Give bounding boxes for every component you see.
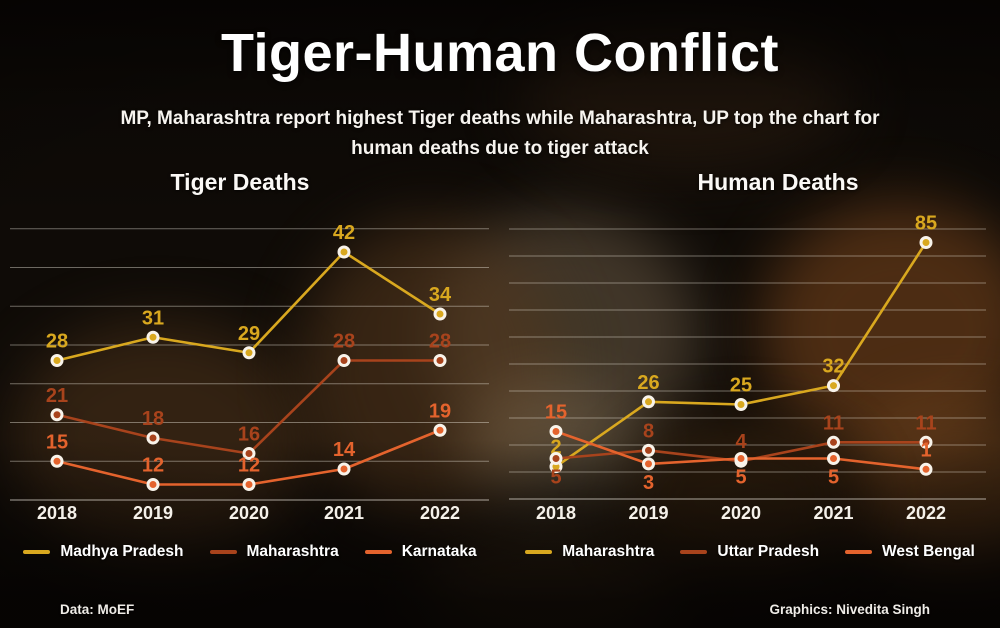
legend-label: West Bengal [882,543,975,560]
data-point [50,408,64,422]
value-label: 28 [46,331,68,353]
value-label: 11 [915,412,936,434]
data-point [146,431,160,445]
year-label: 2019 [133,503,173,523]
legend-label: Maharashtra [246,543,339,560]
legend-label: Madhya Pradesh [60,543,184,560]
data-point [919,462,933,476]
data-point [549,452,563,465]
legend-swatch [525,550,553,554]
value-label: 15 [46,431,68,453]
value-label: 28 [333,331,355,353]
data-point [146,478,160,491]
value-label: 19 [429,400,451,422]
value-label: 42 [333,222,355,244]
data-point [734,398,748,411]
value-label: 3 [643,472,654,494]
data-point [337,462,351,476]
legend-swatch [209,550,237,554]
year-label: 2019 [628,503,668,523]
legend-label: Uttar Pradesh [717,543,820,560]
data-point [50,354,64,367]
value-label: 25 [730,375,752,397]
legend-swatch [23,550,51,554]
year-label: 2018 [536,503,576,523]
legend-item-uttar-pradesh: Uttar Pradesh [680,543,819,561]
year-label: 2020 [721,503,761,523]
data-point [549,425,563,438]
data-point [827,452,840,465]
year-label: 2021 [813,503,853,523]
value-label: 28 [429,331,451,353]
legend-item-west-bengal: West Bengal [845,543,975,561]
legend-label: Karnataka [401,543,477,560]
value-label: 11 [823,412,844,434]
value-label: 5 [735,467,746,489]
value-label: 21 [46,385,68,407]
value-label: 1 [920,439,931,461]
value-label: 32 [822,356,844,378]
year-label: 2021 [324,503,364,523]
legend-label: Maharashtra [562,543,655,560]
data-point [242,346,256,360]
legend-item-karnataka: Karnataka [364,543,477,561]
legend-swatch [845,550,873,554]
value-label: 34 [429,284,452,306]
data-point [433,423,447,437]
page-title: Tiger-Human Conflict [220,23,779,83]
data-point [919,435,933,449]
data-point [146,330,160,344]
value-label: 15 [545,402,567,424]
legend-item-maharashtra: Maharashtra [525,543,654,561]
data-point [50,454,64,468]
subtitle: MP, Maharashtra report highest Tiger dea… [120,108,880,159]
value-label: 16 [238,424,260,446]
value-label: 14 [333,439,356,461]
value-label: 4 [735,431,747,453]
value-label: 12 [142,455,164,477]
data-point [642,457,655,471]
legend-item-madhya-pradesh: Madhya Pradesh [23,543,184,561]
year-label: 2020 [229,503,269,523]
year-label: 2022 [906,503,946,523]
year-label: 2018 [37,503,77,523]
value-label: 8 [643,420,654,442]
data-point [827,379,840,393]
data-point [919,236,933,249]
data-point [642,395,655,409]
data-point [242,447,256,460]
value-label: 85 [915,213,937,235]
data-point [242,478,256,491]
tiger-deaths-chart: 28 31 29 42 34 21 18 16 28 28 15 12 12 14 19 2018 2019 20… [10,222,489,523]
tiger-deaths-chart-title: Tiger Deaths [170,169,310,195]
data-point [433,307,447,321]
value-label: 26 [637,372,659,394]
value-label: 31 [142,307,164,329]
legend-swatch [364,550,392,554]
data-point [337,354,351,367]
data-point [827,435,840,449]
data-point [433,354,447,367]
data-point [337,245,351,259]
human-deaths-legend: Maharashtra Uttar Pradesh West Bengal [500,543,1000,561]
tiger-deaths-legend: Madhya Pradesh Maharashtra Karnataka [0,543,500,561]
value-label: 5 [550,467,561,489]
value-label: 18 [142,408,164,430]
data-point [642,443,655,457]
data-source-credit: Data: MoEF [60,602,135,617]
graphics-credit: Graphics: Nivedita Singh [769,602,930,617]
value-label: 2 [550,437,561,459]
value-label: 5 [828,467,839,489]
value-label: 12 [238,455,260,477]
legend-swatch [680,550,708,554]
human-deaths-chart: 2 26 25 32 85 5 8 4 11 11 15 3 5 5 1 2018 2019 2020 2021 20… [509,213,986,523]
data-point [734,452,748,465]
legend-item-maharashtra: Maharashtra [209,543,339,561]
human-deaths-chart-title: Human Deaths [697,169,859,195]
value-label: 29 [238,323,260,345]
year-label: 2022 [420,503,460,523]
